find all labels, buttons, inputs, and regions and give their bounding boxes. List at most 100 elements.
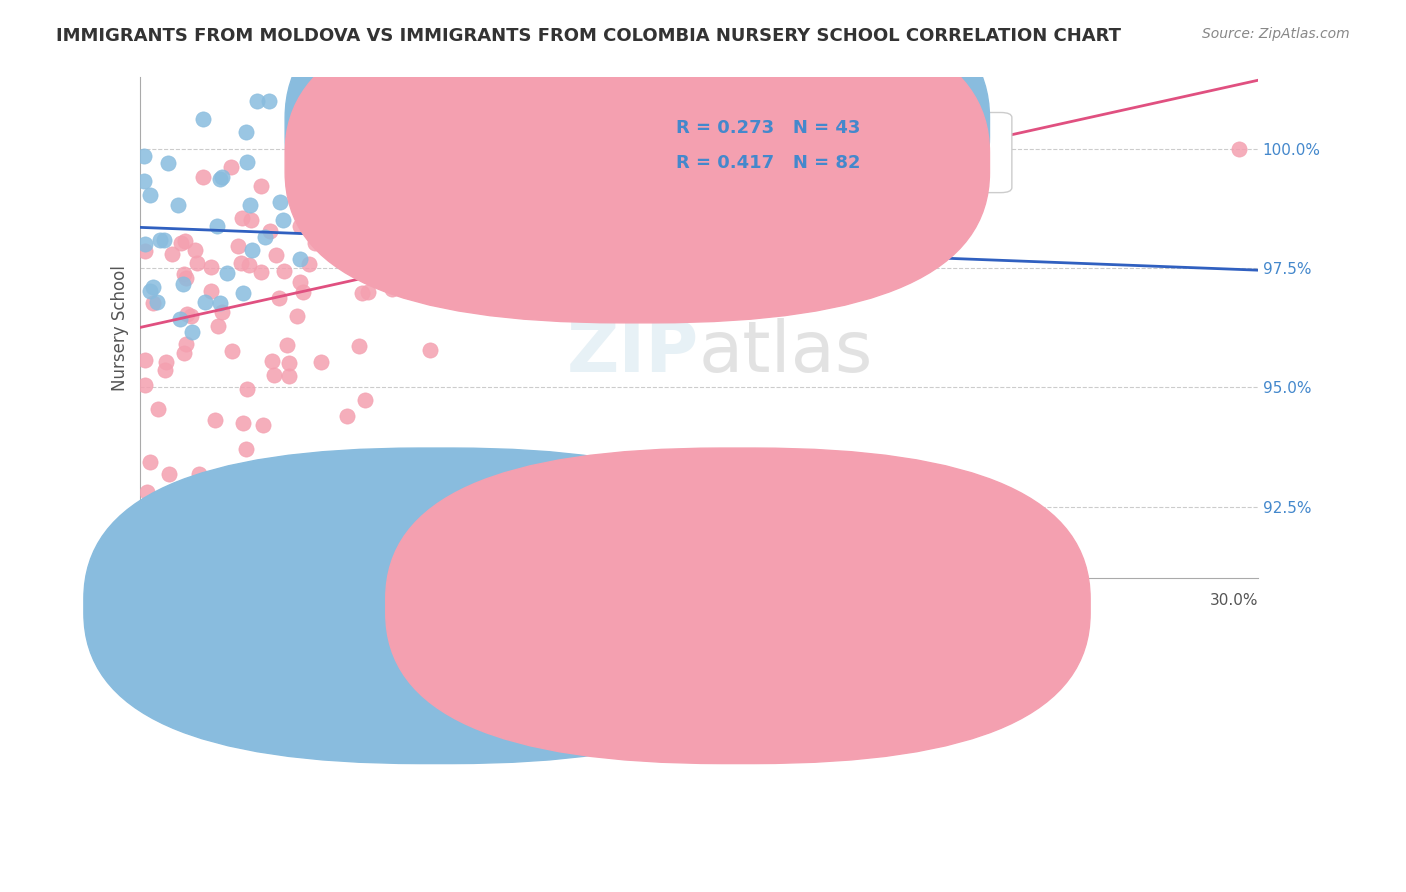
Point (186, 256, 208, 270)
Point (381, 282, 404, 296)
Point (288, 275, 311, 289)
Point (236, 382, 259, 396)
Point (204, 413, 226, 427)
Point (153, 233, 176, 247)
Point (200, 284, 222, 298)
Point (349, 243, 371, 257)
Point (235, 442, 257, 456)
Point (134, 352, 156, 367)
Point (169, 235, 191, 250)
Point (169, 311, 191, 326)
Point (139, 187, 162, 202)
Point (235, 125, 257, 139)
Point (180, 309, 202, 323)
Point (184, 243, 207, 257)
Text: IMMIGRANTS FROM MOLDOVA VS IMMIGRANTS FROM COLOMBIA NURSERY SCHOOL CORRELATION C: IMMIGRANTS FROM MOLDOVA VS IMMIGRANTS FR… (56, 27, 1121, 45)
Point (252, 418, 274, 433)
Point (211, 305, 233, 319)
Point (148, 402, 170, 417)
Point (176, 308, 198, 322)
Text: R = 0.273   N = 43: R = 0.273 N = 43 (676, 119, 860, 136)
Point (326, 95, 349, 109)
Point (276, 338, 298, 352)
Point (312, 95, 335, 109)
Point (269, 194, 291, 209)
Point (191, 170, 214, 185)
Point (260, 354, 283, 368)
Point (173, 267, 195, 281)
Point (284, 122, 307, 136)
Point (221, 343, 243, 358)
Point (221, 161, 243, 175)
Point (250, 179, 273, 194)
Point (200, 260, 222, 274)
Point (294, 200, 316, 214)
Point (1227, 142, 1250, 156)
Point (229, 256, 252, 270)
Point (259, 224, 281, 238)
Point (297, 533, 319, 548)
Point (468, 252, 491, 267)
Point (347, 338, 370, 352)
Point (246, 95, 269, 109)
Point (326, 138, 349, 153)
Point (419, 343, 441, 357)
Point (353, 393, 375, 408)
Point (155, 355, 177, 369)
Text: ZIP: ZIP (567, 318, 699, 387)
Point (336, 409, 359, 423)
Point (132, 174, 155, 188)
Point (240, 243, 263, 257)
Point (316, 162, 339, 177)
Point (277, 356, 299, 370)
Text: Source: ZipAtlas.com: Source: ZipAtlas.com (1202, 27, 1350, 41)
Point (471, 141, 494, 155)
Point (309, 355, 332, 369)
Point (283, 106, 305, 120)
Point (193, 112, 215, 127)
Point (194, 295, 217, 310)
Point (291, 285, 314, 299)
Point (352, 286, 374, 301)
Point (142, 279, 165, 293)
Point (231, 211, 253, 225)
Point (176, 336, 198, 351)
Text: Immigrants from Moldova: Immigrants from Moldova (465, 608, 664, 624)
Point (460, 214, 482, 228)
Point (389, 219, 412, 233)
Point (304, 236, 326, 251)
Point (238, 258, 260, 272)
Point (356, 285, 378, 299)
Point (254, 230, 277, 244)
Point (149, 233, 172, 247)
Point (460, 290, 482, 304)
Point (174, 234, 197, 248)
Point (209, 296, 232, 310)
Point (538, 467, 561, 481)
Point (226, 239, 249, 253)
FancyBboxPatch shape (285, 0, 990, 288)
FancyBboxPatch shape (84, 448, 789, 764)
Point (288, 252, 311, 267)
Point (136, 484, 159, 499)
FancyBboxPatch shape (598, 112, 1012, 193)
FancyBboxPatch shape (285, 3, 990, 323)
Text: Immigrants from Colombia: Immigrants from Colombia (763, 608, 969, 624)
Point (157, 467, 180, 481)
Y-axis label: Nursery School: Nursery School (111, 265, 129, 391)
Point (318, 209, 340, 223)
Point (211, 169, 233, 184)
Point (160, 247, 183, 261)
Point (134, 377, 156, 392)
Point (157, 155, 180, 169)
Point (231, 286, 253, 301)
Point (207, 319, 229, 334)
Point (181, 325, 204, 339)
Point (443, 175, 465, 189)
Point (359, 132, 381, 146)
Point (236, 155, 259, 169)
Point (205, 219, 228, 233)
Point (142, 296, 165, 310)
Point (239, 198, 262, 212)
Point (139, 455, 162, 469)
